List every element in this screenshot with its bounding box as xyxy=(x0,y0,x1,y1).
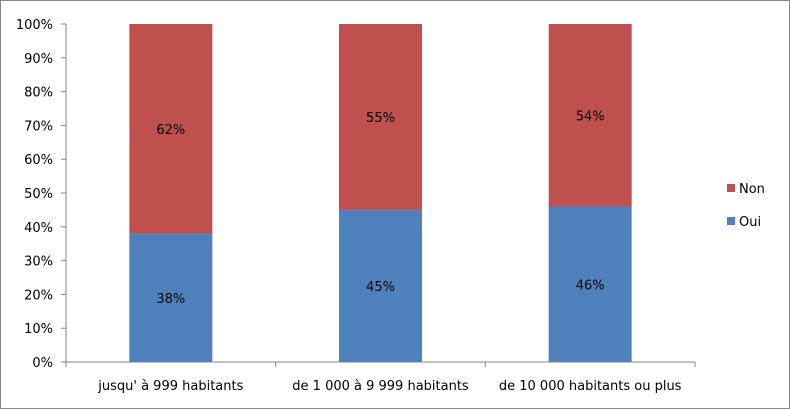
x-tick-label: de 1 000 à 9 999 habitants xyxy=(292,379,469,394)
legend-label: Oui xyxy=(739,215,761,230)
y-tick-label: 70% xyxy=(24,119,53,134)
data-label: 45% xyxy=(366,280,395,295)
legend-label: Non xyxy=(739,182,765,197)
legend-swatch-oui xyxy=(727,217,735,225)
bar-non xyxy=(129,24,213,234)
data-label: 54% xyxy=(576,109,605,124)
bar-non xyxy=(339,24,422,210)
bar-oui xyxy=(548,206,632,362)
data-label: 46% xyxy=(576,278,605,293)
x-tick-label: de 10 000 habitants ou plus xyxy=(499,379,682,394)
data-label: 38% xyxy=(156,292,185,307)
y-tick-label: 20% xyxy=(24,288,53,303)
y-tick-label: 80% xyxy=(24,86,53,101)
x-tick-label: jusqu' à 999 habitants xyxy=(97,379,243,394)
bar-non xyxy=(548,24,632,207)
y-tick-label: 10% xyxy=(24,322,53,337)
y-tick-label: 60% xyxy=(24,153,53,168)
bar-oui xyxy=(339,209,422,362)
y-tick-label: 0% xyxy=(32,356,53,371)
legend-swatch-non xyxy=(727,184,735,192)
data-label: 55% xyxy=(366,111,395,126)
y-tick-label: 100% xyxy=(16,18,53,33)
y-tick-label: 50% xyxy=(24,187,53,202)
y-tick-label: 30% xyxy=(24,255,53,270)
data-label: 62% xyxy=(156,123,185,138)
bar-oui xyxy=(129,233,213,362)
y-tick-label: 40% xyxy=(24,221,53,236)
y-tick-label: 90% xyxy=(24,52,53,67)
